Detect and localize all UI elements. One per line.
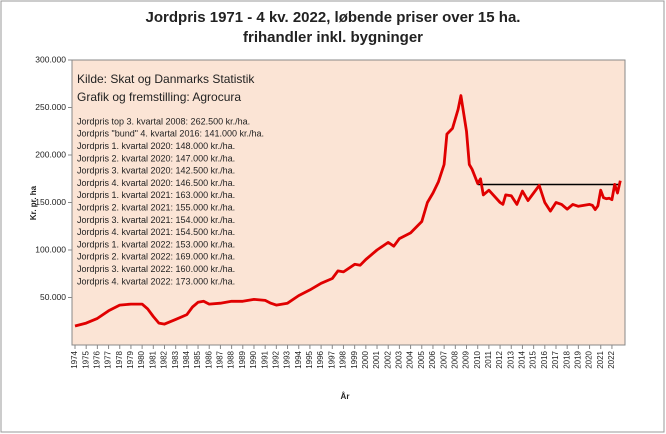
y-tick-label: 50.000 [40, 292, 66, 302]
price-note: Jordpris "bund" 4. kvartal 2016: 141.000… [77, 129, 264, 139]
x-tick-label: 1993 [283, 350, 292, 368]
price-note: Jordpris 1. kvartal 2022: 153.000 kr./ha… [77, 239, 235, 249]
x-tick-label: 1974 [70, 350, 79, 368]
x-tick-label: 1998 [339, 350, 348, 368]
price-note: Jordpris 1. kvartal 2020: 148.000 kr./ha… [77, 141, 235, 151]
x-tick-label: 1976 [92, 350, 101, 368]
y-tick-label: 100.000 [35, 244, 66, 254]
x-tick-label: 2020 [585, 350, 594, 368]
x-tick-label: 2005 [417, 350, 426, 368]
x-tick-label: 1999 [350, 350, 359, 368]
x-tick-label: 1991 [260, 350, 269, 368]
x-tick-label: 1981 [148, 350, 157, 368]
y-tick-label: 250.000 [35, 102, 66, 112]
x-tick-label: 2019 [573, 350, 582, 368]
x-tick-label: 1975 [81, 350, 90, 368]
x-tick-label: 1985 [193, 350, 202, 368]
x-tick-label: 2016 [540, 350, 549, 368]
x-tick-label: 1986 [204, 350, 213, 368]
x-tick-label: 2012 [495, 350, 504, 368]
x-tick-label: 1994 [294, 350, 303, 368]
x-axis-label: År [341, 392, 350, 401]
price-line [74, 94, 622, 328]
x-tick-label: 2022 [607, 350, 616, 368]
x-tick-label: 1983 [171, 350, 180, 368]
x-tick-label: 2004 [406, 350, 415, 368]
chart-title: Jordpris 1971 - 4 kv. 2022, løbende pris… [146, 9, 521, 26]
price-note: Jordpris 2. kvartal 2020: 147.000 kr./ha… [77, 153, 235, 163]
x-tick-label: 1987 [216, 350, 225, 368]
x-tick-label: 2001 [372, 350, 381, 368]
y-axis-label: Kr. pr. ha [29, 185, 38, 220]
price-note: Jordpris 2. kvartal 2021: 155.000 kr./ha… [77, 202, 235, 212]
y-tick-label: 150.000 [35, 197, 66, 207]
x-tick-label: 1984 [182, 350, 191, 368]
price-note: Jordpris 3. kvartal 2022: 160.000 kr./ha… [77, 264, 235, 274]
x-tick-label: 1977 [104, 350, 113, 368]
x-tick-label: 2013 [506, 350, 515, 368]
x-tick-label: 2021 [596, 350, 605, 368]
x-tick-label: 1988 [227, 350, 236, 368]
plot-area [71, 59, 626, 346]
price-note: Jordpris 3. kvartal 2020: 142.500 kr./ha… [77, 166, 235, 176]
y-tick-label: 300.000 [35, 54, 66, 64]
x-tick-label: 2006 [428, 350, 437, 368]
source-note: Kilde: Skat og Danmarks Statistik [77, 72, 255, 86]
x-tick-label: 2009 [462, 350, 471, 368]
x-tick-label: 1996 [316, 350, 325, 368]
x-tick-label: 1992 [271, 350, 280, 368]
price-note: Jordpris 4. kvartal 2021: 154.500 kr./ha… [77, 227, 235, 237]
x-tick-label: 1982 [160, 350, 169, 368]
x-tick-label: 1980 [137, 350, 146, 368]
x-tick-label: 2015 [529, 350, 538, 368]
x-tick-label: 1997 [327, 350, 336, 368]
x-tick-label: 2018 [562, 350, 571, 368]
x-tick-label: 2010 [473, 350, 482, 368]
chart-title: frihandler inkl. bygninger [243, 29, 423, 46]
x-tick-label: 2008 [450, 350, 459, 368]
x-tick-label: 1978 [115, 350, 124, 368]
x-tick-label: 2017 [551, 350, 560, 368]
x-tick-label: 1990 [249, 350, 258, 368]
y-tick-label: 200.000 [35, 149, 66, 159]
x-tick-label: 1995 [305, 350, 314, 368]
x-tick-label: 2014 [518, 350, 527, 368]
price-note: Jordpris top 3. kvartal 2008: 262.500 kr… [77, 116, 250, 126]
x-tick-label: 1979 [126, 350, 135, 368]
price-note: Jordpris 1. kvartal 2021: 163.000 kr./ha… [77, 190, 235, 200]
source-note: Grafik og fremstilling: Agrocura [77, 90, 241, 104]
price-note: Jordpris 2. kvartal 2022: 169.000 kr./ha… [77, 252, 235, 262]
x-tick-label: 2002 [383, 350, 392, 368]
x-tick-label: 1989 [238, 350, 247, 368]
price-note: Jordpris 4. kvartal 2022: 173.000 kr./ha… [77, 276, 235, 286]
x-tick-label: 2007 [439, 350, 448, 368]
x-tick-label: 2000 [361, 350, 370, 368]
price-note: Jordpris 3. kvartal 2021: 154.000 kr./ha… [77, 215, 235, 225]
price-note: Jordpris 4. kvartal 2020: 146.500 kr./ha… [77, 178, 235, 188]
x-tick-label: 2011 [484, 350, 493, 368]
x-tick-label: 2003 [395, 350, 404, 368]
